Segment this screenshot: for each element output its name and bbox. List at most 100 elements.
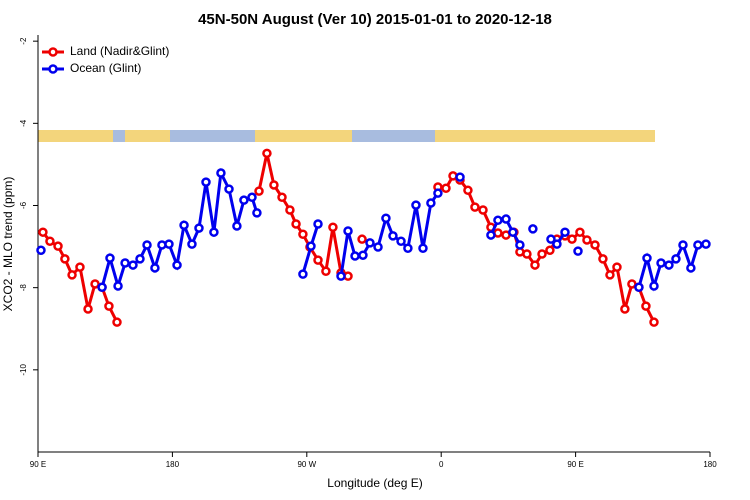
point [693,240,703,250]
y-tick-label: -2 [19,37,28,45]
point [515,240,525,250]
y-tick-label: -10 [19,364,28,376]
point [252,208,262,218]
point [530,260,540,270]
x-tick-label: 90 E [567,460,583,469]
point [269,180,279,190]
point [641,301,651,311]
point [97,282,107,293]
point [83,304,93,314]
point [209,227,219,237]
point [411,200,421,210]
point [426,198,436,208]
point [254,186,264,196]
point [179,220,189,230]
point [120,258,130,268]
series [36,167,711,293]
point [285,205,295,215]
point [463,185,473,196]
point [216,168,226,178]
point [656,258,666,268]
point [365,238,375,248]
legend-marker [48,64,58,74]
point [381,213,391,223]
point [605,270,615,280]
point [247,192,257,203]
land-strip [255,130,352,142]
point [612,262,622,272]
point [649,317,659,327]
point [239,195,249,205]
point [150,263,160,273]
point [90,279,100,289]
point [112,317,122,327]
point [187,239,197,249]
point [357,234,367,244]
point [306,241,316,251]
point [60,254,70,264]
point [478,205,488,215]
point [486,230,496,240]
land-strip [38,130,113,142]
point [298,229,308,240]
point [53,241,63,251]
point [36,245,46,256]
point [113,281,123,291]
point [620,304,630,314]
point [358,250,368,260]
point [104,301,114,311]
point [664,260,674,270]
point [441,183,451,193]
point [560,227,570,237]
y-tick-label: -4 [19,119,28,127]
land-strip [435,130,655,142]
point [313,255,323,265]
point [38,227,48,237]
point [573,246,583,256]
map-strip [38,130,655,142]
point [567,234,577,244]
point [627,279,637,289]
point [501,214,511,224]
point [418,243,428,253]
point [686,263,696,273]
y-tick-label: -6 [19,201,28,209]
point [350,251,360,261]
legend-label: Ocean (Glint) [70,61,141,75]
point [396,236,406,246]
legend-label: Land (Nadir&Glint) [70,44,169,58]
point [142,240,152,250]
y-tick-label: -8 [19,284,28,292]
point [590,240,600,250]
point [582,235,592,245]
point [75,262,85,272]
point [291,219,301,229]
point [224,184,234,194]
point [313,219,323,229]
point [678,240,688,250]
point [701,239,711,249]
point [545,245,555,256]
point [598,254,608,264]
point [508,227,518,237]
point [373,242,383,252]
point [164,239,174,249]
point [328,222,338,233]
chart-title: 45N-50N August (Ver 10) 2015-01-01 to 20… [198,11,552,28]
point [649,281,659,291]
y-axis-label: XCO2 - MLO trend (ppm) [1,177,15,312]
legend-marker [48,47,58,57]
point [277,192,287,203]
point [433,188,443,198]
point [403,243,413,253]
point [201,177,211,187]
point [493,215,503,226]
land-strip [125,130,170,142]
x-tick-label: 90 W [297,460,316,469]
point [298,269,308,279]
point [528,224,538,234]
x-tick-label: 0 [439,460,444,469]
point [232,221,242,231]
point [537,249,547,259]
